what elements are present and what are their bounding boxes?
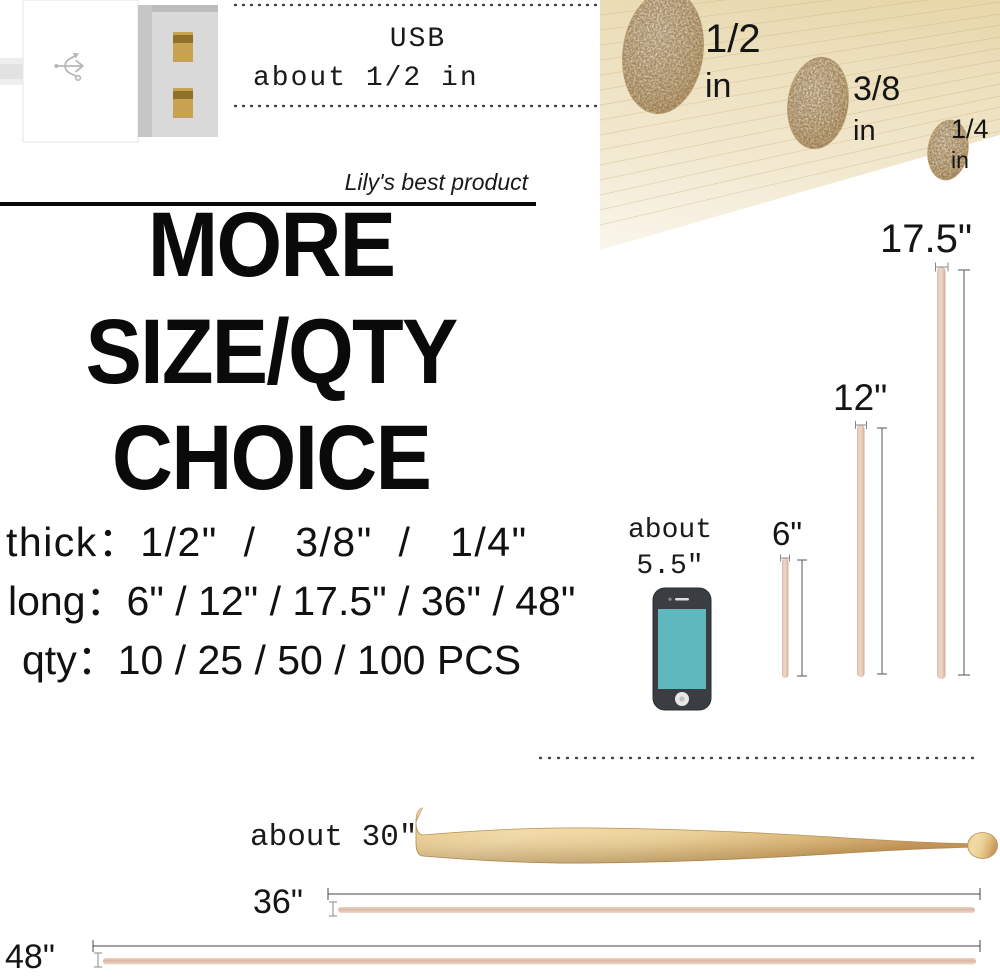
svg-text:3/8: 3/8 xyxy=(853,70,900,108)
svg-text:12": 12" xyxy=(833,377,887,418)
svg-text:1/4: 1/4 xyxy=(951,114,989,144)
svg-text:6": 6" xyxy=(772,515,802,552)
svg-text:in: in xyxy=(705,67,731,105)
svg-text:1/2: 1/2 xyxy=(705,17,761,61)
svg-text:in: in xyxy=(853,115,876,147)
svg-text:in: in xyxy=(951,147,969,173)
svg-text:17.5": 17.5" xyxy=(880,217,972,261)
